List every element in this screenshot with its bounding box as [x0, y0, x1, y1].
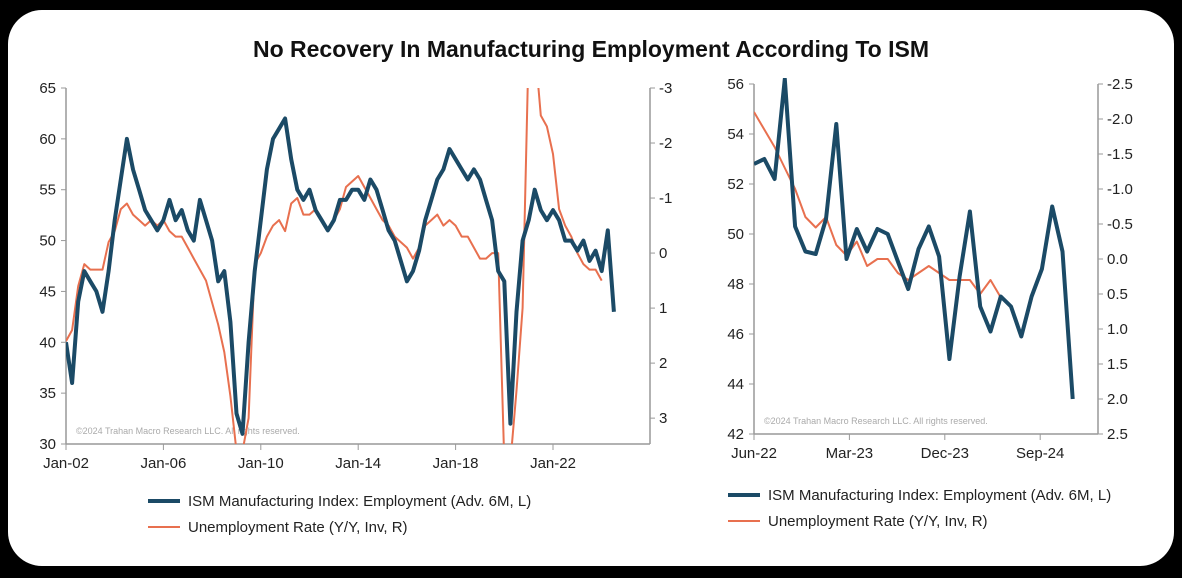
legend-item-ism: ISM Manufacturing Index: Employment (Adv… [728, 482, 1111, 508]
x-tick-label: Jun-22 [731, 445, 777, 462]
y-right-tick-label: -3 [659, 80, 672, 97]
left-legend: ISM Manufacturing Index: Employment (Adv… [148, 488, 531, 540]
legend-label: ISM Manufacturing Index: Employment (Adv… [188, 492, 532, 510]
legend-label: Unemployment Rate (Y/Y, Inv, R) [768, 512, 988, 530]
right-chart: 56 54 52 50 48 46 44 42 -2.5 -2.0 -1.5 -1.0 -0.5 0.0 0… [727, 76, 1133, 462]
y-left-tick-label: 52 [727, 176, 744, 193]
y-left-tick-label: 46 [727, 326, 744, 343]
x-tick-label: Jan-10 [238, 455, 284, 472]
y-left-tick-label: 48 [727, 276, 744, 293]
x-tick-label: Mar-23 [826, 445, 874, 462]
legend-swatch-ism [148, 499, 180, 503]
y-left-tick-label: 54 [727, 126, 744, 143]
legend-swatch-unemployment [728, 520, 760, 522]
y-right-tick-label: 2 [659, 355, 667, 372]
legend-label: ISM Manufacturing Index: Employment (Adv… [768, 486, 1112, 504]
y-right-tick-label: 2.0 [1107, 391, 1128, 408]
y-right-tick-label: 1 [659, 300, 667, 317]
legend-label: Unemployment Rate (Y/Y, Inv, R) [188, 518, 408, 536]
x-tick-label: Jan-06 [140, 455, 186, 472]
y-right-tick-label: -0.5 [1107, 216, 1133, 233]
y-right-tick-label: 2.5 [1107, 426, 1128, 443]
y-left-tick-label: 60 [39, 131, 56, 148]
y-right-tick-label: -2.0 [1107, 111, 1133, 128]
y-right-tick-label: 0.0 [1107, 251, 1128, 268]
y-left-tick-label: 65 [39, 80, 56, 97]
x-tick-label: Jan-22 [530, 455, 576, 472]
y-right-tick-label: 3 [659, 410, 667, 427]
y-left-tick-label: 50 [39, 233, 56, 250]
y-left-tick-label: 42 [727, 426, 744, 443]
x-tick-label: Jan-18 [433, 455, 479, 472]
y-right-tick-label: -2.5 [1107, 76, 1133, 93]
y-left-tick-label: 30 [39, 436, 56, 453]
legend-item-ism: ISM Manufacturing Index: Employment (Adv… [148, 488, 531, 514]
y-right-tick-label: -2 [659, 135, 672, 152]
y-right-tick-label: 1.5 [1107, 356, 1128, 373]
legend-swatch-ism [728, 493, 760, 497]
y-right-tick-label: -1.5 [1107, 146, 1133, 163]
copyright-watermark: ©2024 Trahan Macro Research LLC. All rig… [764, 416, 988, 426]
y-left-tick-label: 35 [39, 385, 56, 402]
y-left-tick-label: 44 [727, 376, 744, 393]
chart-title: No Recovery In Manufacturing Employment … [252, 36, 930, 62]
y-right-tick-label: -1 [659, 190, 672, 207]
ism-employment-line [754, 78, 1075, 400]
y-right-tick-label: 1.0 [1107, 321, 1128, 338]
ism-employment-line [66, 116, 616, 436]
legend-item-unemployment: Unemployment Rate (Y/Y, Inv, R) [148, 514, 531, 540]
legend-swatch-unemployment [148, 526, 180, 528]
y-right-tick-label: 0 [659, 245, 667, 262]
y-right-tick-label: 0.5 [1107, 286, 1128, 303]
y-left-tick-label: 40 [39, 334, 56, 351]
x-tick-label: Jan-14 [335, 455, 381, 472]
y-left-tick-label: 45 [39, 283, 56, 300]
legend-item-unemployment: Unemployment Rate (Y/Y, Inv, R) [728, 508, 1111, 534]
x-tick-label: Sep-24 [1016, 445, 1064, 462]
copyright-watermark: ©2024 Trahan Macro Research LLC. All rig… [76, 426, 300, 436]
left-chart: 65 60 55 50 45 40 35 30 -3 -2 -1 0 1 2 3 Jan-02 Jan-06 Ja… [39, 80, 672, 472]
x-tick-label: Dec-23 [921, 445, 969, 462]
y-left-tick-label: 50 [727, 226, 744, 243]
y-left-tick-label: 56 [727, 76, 744, 93]
y-left-tick-label: 55 [39, 182, 56, 199]
y-right-tick-label: -1.0 [1107, 181, 1133, 198]
right-legend: ISM Manufacturing Index: Employment (Adv… [728, 482, 1111, 534]
x-tick-label: Jan-02 [43, 455, 89, 472]
